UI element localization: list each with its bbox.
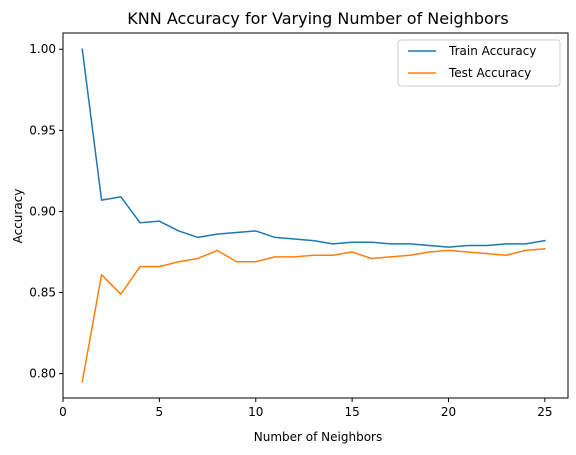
x-axis-ticks: 0 5 10 15 20 25 (59, 398, 553, 419)
x-tick-label: 15 (344, 405, 359, 419)
x-tick-label: 25 (537, 405, 552, 419)
legend-label: Test Accuracy (448, 66, 531, 80)
x-axis-label: Number of Neighbors (254, 430, 382, 444)
plot-lines (81, 48, 546, 383)
series-line-train-accuracy (81, 48, 546, 248)
series-line-test-accuracy (81, 247, 546, 383)
y-tick-label: 0.90 (29, 204, 56, 218)
x-tick-label: 20 (441, 405, 456, 419)
x-tick-label: 10 (248, 405, 263, 419)
x-tick-label: 5 (156, 405, 164, 419)
legend-label: Train Accuracy (448, 44, 536, 58)
chart-title: KNN Accuracy for Varying Number of Neigh… (127, 9, 508, 28)
y-tick-label: 1.00 (29, 42, 56, 56)
y-tick-label: 0.85 (29, 286, 56, 300)
x-tick-label: 0 (59, 405, 67, 419)
plot-frame (62, 32, 569, 399)
y-tick-label: 0.80 (29, 367, 56, 381)
y-tick-label: 0.95 (29, 123, 56, 137)
y-axis-label: Accuracy (11, 189, 25, 244)
legend-box (397, 39, 561, 87)
y-axis-ticks: 0.80 0.85 0.90 0.95 1.00 (29, 42, 63, 381)
legend: Train Accuracy Test Accuracy (397, 39, 561, 87)
